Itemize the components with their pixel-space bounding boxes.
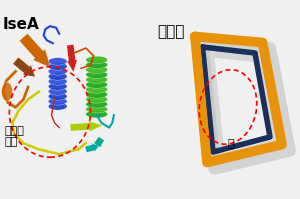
Ellipse shape — [48, 78, 67, 85]
Ellipse shape — [86, 101, 108, 108]
Ellipse shape — [48, 68, 67, 75]
FancyArrow shape — [67, 45, 77, 72]
Ellipse shape — [48, 98, 67, 105]
Text: ループ: ループ — [5, 126, 25, 136]
Ellipse shape — [48, 63, 67, 70]
Ellipse shape — [48, 88, 67, 95]
Ellipse shape — [86, 81, 108, 88]
Ellipse shape — [2, 82, 13, 101]
FancyArrow shape — [19, 33, 51, 68]
FancyArrow shape — [85, 143, 99, 152]
Ellipse shape — [86, 86, 108, 93]
Ellipse shape — [86, 96, 108, 103]
Text: 部分: 部分 — [5, 137, 18, 147]
Ellipse shape — [86, 105, 108, 113]
Ellipse shape — [48, 103, 67, 110]
FancyArrow shape — [94, 137, 104, 147]
Ellipse shape — [48, 83, 67, 90]
Ellipse shape — [86, 61, 108, 68]
Ellipse shape — [48, 58, 67, 65]
Ellipse shape — [86, 66, 108, 73]
Ellipse shape — [48, 93, 67, 100]
Ellipse shape — [86, 110, 108, 118]
Text: 弓のこ: 弓のこ — [158, 24, 185, 39]
Ellipse shape — [48, 73, 67, 80]
Ellipse shape — [86, 91, 108, 98]
Ellipse shape — [86, 76, 108, 83]
FancyArrow shape — [70, 121, 103, 132]
Ellipse shape — [86, 56, 108, 63]
Text: IseA: IseA — [3, 17, 40, 32]
Ellipse shape — [86, 71, 108, 78]
Text: 刃: 刃 — [228, 139, 235, 149]
FancyArrow shape — [13, 57, 35, 77]
